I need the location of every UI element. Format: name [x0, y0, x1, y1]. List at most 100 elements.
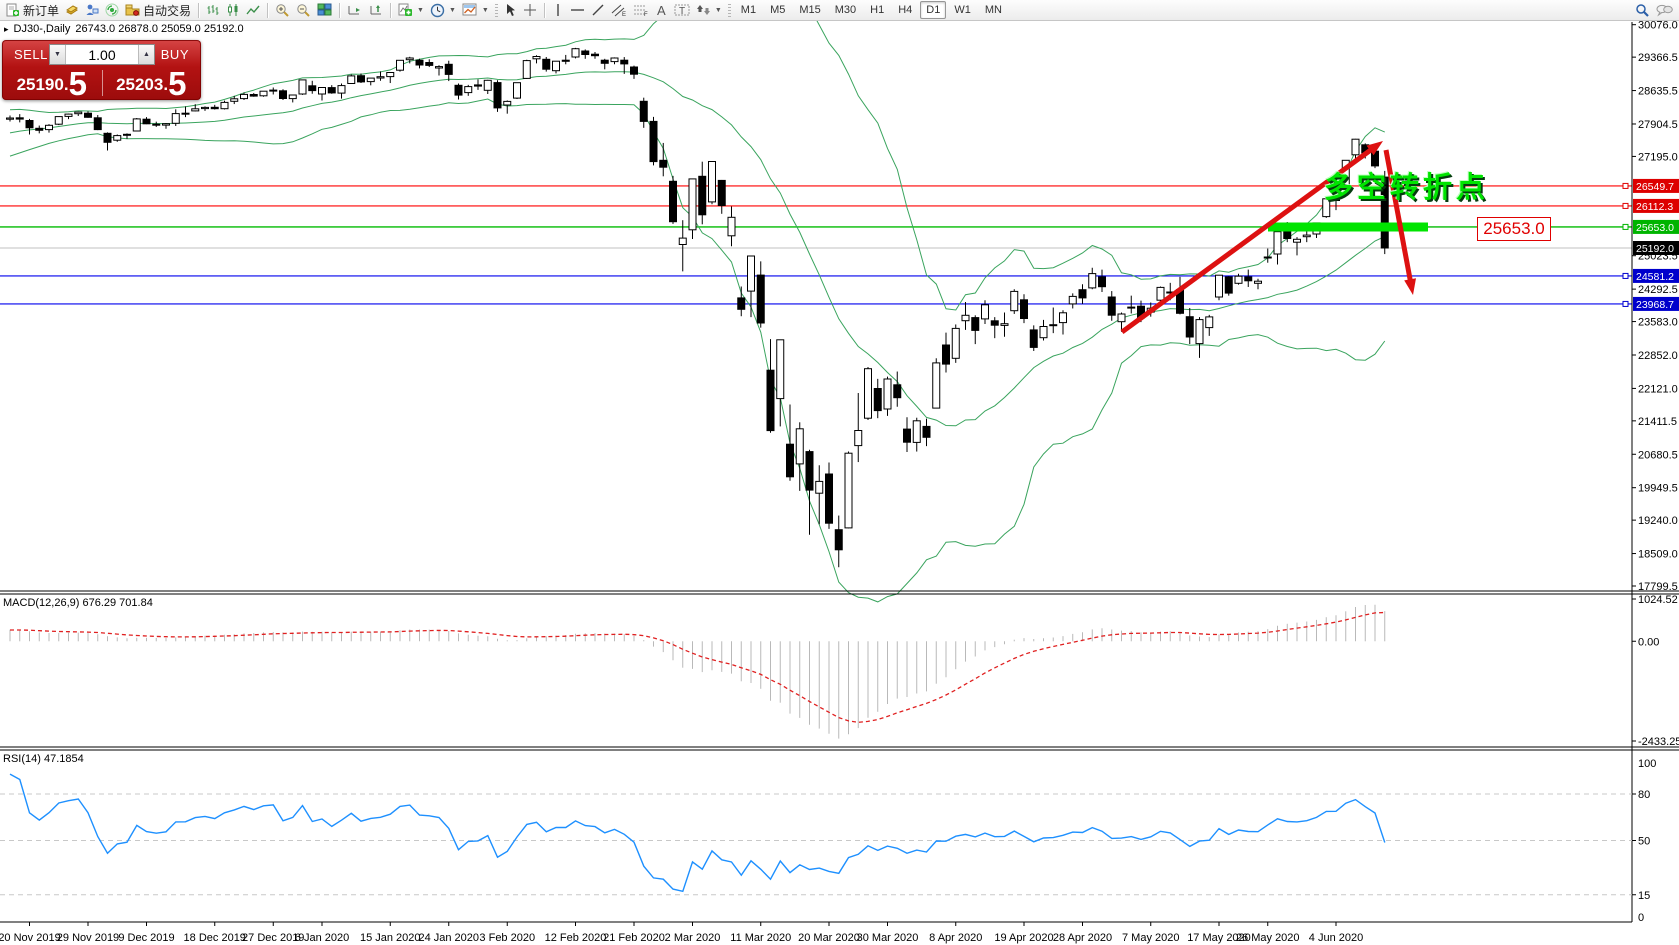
time-tick-label: 27 Dec 2019	[242, 932, 304, 944]
candle-body	[308, 85, 317, 92]
periods-button[interactable]: ▼	[427, 1, 459, 19]
volume-decrease-button[interactable]: ▼	[50, 45, 66, 64]
chart-shift-button[interactable]	[365, 1, 386, 19]
candle-body	[366, 77, 375, 83]
toolbar-separator	[543, 2, 545, 18]
candlestick-chart-button[interactable]	[223, 1, 243, 19]
cursor-button[interactable]	[501, 1, 520, 19]
time-tick-label: 17 May 2020	[1187, 932, 1251, 944]
tile-windows-button[interactable]	[314, 1, 335, 19]
macd-tick-label: -2433.25	[1638, 736, 1679, 748]
volume-value[interactable]: 1.00	[88, 46, 116, 63]
candle-body	[493, 82, 502, 109]
search-button[interactable]	[1632, 1, 1653, 19]
highlight-level-bar[interactable]	[1268, 222, 1428, 232]
sell-button[interactable]: 25190. 5	[2, 66, 102, 100]
line-handle[interactable]	[1622, 202, 1629, 209]
level-price-label[interactable]: 25653.0	[1477, 217, 1551, 241]
candle-body	[1185, 316, 1194, 338]
arrows-button[interactable]: ▼	[693, 1, 725, 19]
fibonacci-button[interactable]: F	[630, 1, 652, 19]
zoom-in-icon	[276, 3, 289, 17]
signals-radar-icon	[105, 3, 119, 17]
new-order-button[interactable]: 新订单	[3, 1, 62, 19]
timeframe-button-m15[interactable]: M15	[799, 4, 821, 16]
arrows-dropdown-caret[interactable]: ▼	[714, 6, 722, 14]
candle-body	[220, 101, 229, 110]
candle-body	[766, 369, 775, 432]
search-icon	[1636, 3, 1649, 17]
indicators-button[interactable]: ▼	[395, 1, 427, 19]
auto-scroll-button[interactable]	[344, 1, 365, 19]
signals-button[interactable]	[102, 1, 122, 19]
line-chart-button[interactable]	[243, 1, 263, 19]
auto-trading-button[interactable]: 自动交易	[122, 1, 194, 19]
time-tick-label: 3 Feb 2020	[479, 932, 535, 944]
buy-price-pip: 5	[168, 64, 187, 102]
time-tick-label: 12 Feb 2020	[545, 932, 607, 944]
trend-arrow-line[interactable]	[1120, 144, 1378, 335]
text-label-button[interactable]: T	[671, 1, 693, 19]
bollinger-middle-band	[9, 71, 1386, 427]
candle-body	[903, 428, 911, 443]
timeframe-button-w1[interactable]: W1	[954, 4, 971, 16]
candle-body	[669, 180, 677, 223]
chart-symbol-period: DJ30-,Daily	[13, 23, 71, 35]
timeframe-button-d1[interactable]: D1	[920, 1, 947, 19]
toolbar-separator	[198, 2, 200, 18]
line-handle[interactable]	[1622, 272, 1629, 279]
trendline-button[interactable]	[588, 1, 608, 19]
price-badge-label: 26112.3	[1636, 201, 1673, 213]
candle-body	[756, 274, 765, 324]
add-indicator-icon	[398, 3, 413, 16]
candle-body	[571, 48, 580, 58]
line-handle[interactable]	[1622, 223, 1629, 230]
buy-label: BUY	[160, 46, 189, 62]
timeframe-button-m30[interactable]: M30	[834, 4, 857, 16]
periods-dropdown-caret[interactable]: ▼	[448, 6, 456, 14]
templates-dropdown-caret[interactable]: ▼	[481, 6, 489, 14]
timeframe-button-m1[interactable]: M1	[740, 4, 757, 16]
vertical-line-button[interactable]	[549, 1, 567, 19]
price-tick-label: 19949.5	[1638, 483, 1678, 495]
buy-button[interactable]: 25203. 5	[102, 64, 202, 102]
crosshair-button[interactable]	[520, 1, 540, 19]
svg-text:T: T	[679, 6, 685, 17]
equidistant-channel-button[interactable]: E	[608, 1, 630, 19]
timeframe-button-mn[interactable]: MN	[984, 4, 1002, 16]
candle-body	[142, 118, 151, 125]
horizontal-line-button[interactable]	[567, 1, 588, 19]
candle-body	[922, 425, 931, 438]
candle-body	[386, 72, 395, 78]
vertical-line-icon	[557, 4, 559, 16]
timeframe-button-h4[interactable]: H4	[898, 4, 913, 16]
templates-button[interactable]: ▼	[459, 1, 492, 19]
chat-button[interactable]	[1653, 1, 1676, 19]
text-button[interactable]: A	[652, 1, 671, 19]
zoom-out-button[interactable]	[293, 1, 314, 19]
time-tick-label: 18 Dec 2019	[184, 932, 246, 944]
trend-arrow-line[interactable]	[1383, 149, 1414, 287]
line-handle[interactable]	[1622, 182, 1629, 189]
market-button[interactable]	[62, 1, 82, 19]
zoom-in-button[interactable]	[272, 1, 293, 19]
line-handle[interactable]	[1622, 300, 1629, 307]
toolbar-drag-handle[interactable]	[727, 3, 731, 17]
candle-body	[269, 89, 278, 92]
expert-advisors-button[interactable]	[82, 1, 102, 19]
svg-text:F: F	[644, 12, 648, 17]
candle-body	[1107, 296, 1116, 316]
candle-body	[532, 56, 541, 60]
trend-arrow-head	[1366, 141, 1383, 156]
volume-increase-button[interactable]: ▲	[138, 45, 154, 64]
indicators-dropdown-caret[interactable]: ▼	[417, 6, 424, 14]
auto-trading-icon	[125, 4, 140, 16]
candle-body	[405, 57, 414, 61]
candle-body	[932, 362, 941, 409]
bar-chart-button[interactable]	[203, 1, 223, 19]
candle-body	[337, 85, 346, 94]
timeframe-button-h1[interactable]: H1	[870, 4, 885, 16]
toolbar-drag-handle[interactable]	[494, 3, 498, 17]
timeframe-button-m5[interactable]: M5	[770, 4, 786, 16]
